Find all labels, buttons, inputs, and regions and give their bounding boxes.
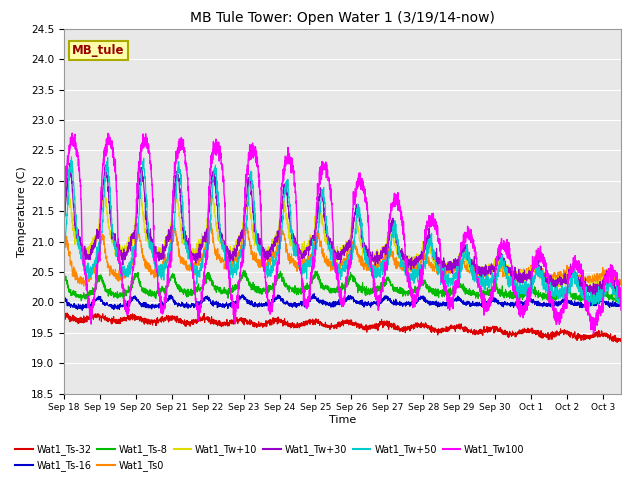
Y-axis label: Temperature (C): Temperature (C) <box>17 166 27 257</box>
Title: MB Tule Tower: Open Water 1 (3/19/14-now): MB Tule Tower: Open Water 1 (3/19/14-now… <box>190 11 495 25</box>
Text: MB_tule: MB_tule <box>72 44 125 57</box>
X-axis label: Time: Time <box>329 415 356 425</box>
Legend: Wat1_Ts-32, Wat1_Ts-16, Wat1_Ts-8, Wat1_Ts0, Wat1_Tw+10, Wat1_Tw+30, Wat1_Tw+50,: Wat1_Ts-32, Wat1_Ts-16, Wat1_Ts-8, Wat1_… <box>12 441 528 475</box>
